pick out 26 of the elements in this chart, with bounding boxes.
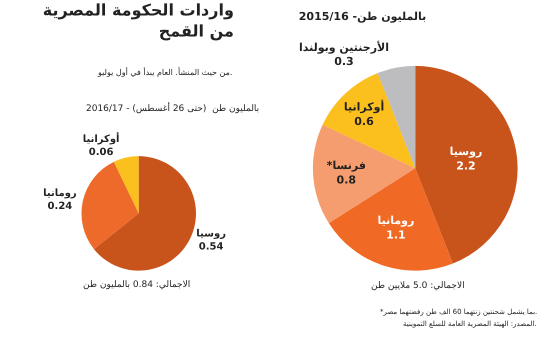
data-label: 0.3	[334, 55, 354, 68]
slice-label: أوكرانيا	[344, 100, 384, 114]
data-label: 0.24	[48, 201, 72, 212]
data-label: 2.2	[456, 159, 476, 172]
slice-label: أوكرانيا	[82, 132, 120, 146]
pie-slice	[415, 66, 518, 264]
text: الاجمالي: 0.84 بالمليون طن	[83, 280, 190, 290]
chart-title: 2015/16 -بالمليون طن	[298, 10, 426, 23]
data-label: 0.8	[336, 173, 356, 186]
slice-label: رومانيا	[377, 214, 414, 228]
data-label: 0.06	[88, 147, 114, 158]
slice-label: روسيا	[450, 144, 482, 158]
slice-label: رومانيا	[43, 188, 77, 200]
chart-subtitle: من حيث المنشأ. العام يبدأ في أول يوليو.	[97, 66, 232, 77]
pie-slice	[94, 156, 196, 271]
slice-label: الأرجنتين وبولندا	[298, 40, 389, 54]
data-label: 1.1	[386, 228, 406, 242]
text: الاجمالي: 5.0 ملايين طن	[371, 281, 465, 291]
data-label: 0.6	[354, 114, 374, 128]
pie-slice	[114, 156, 139, 214]
data-label: 0.54	[198, 242, 224, 253]
chart-title: واردات الحكومة المصرية من القمح	[42, 0, 234, 40]
pie-slice	[81, 162, 139, 250]
slice-label: روسيا	[196, 228, 226, 240]
text: 2016/17 - بالمليون طن (حتى 26 أغسطس)	[86, 102, 260, 114]
slice-label: *فرنسا	[326, 158, 366, 172]
